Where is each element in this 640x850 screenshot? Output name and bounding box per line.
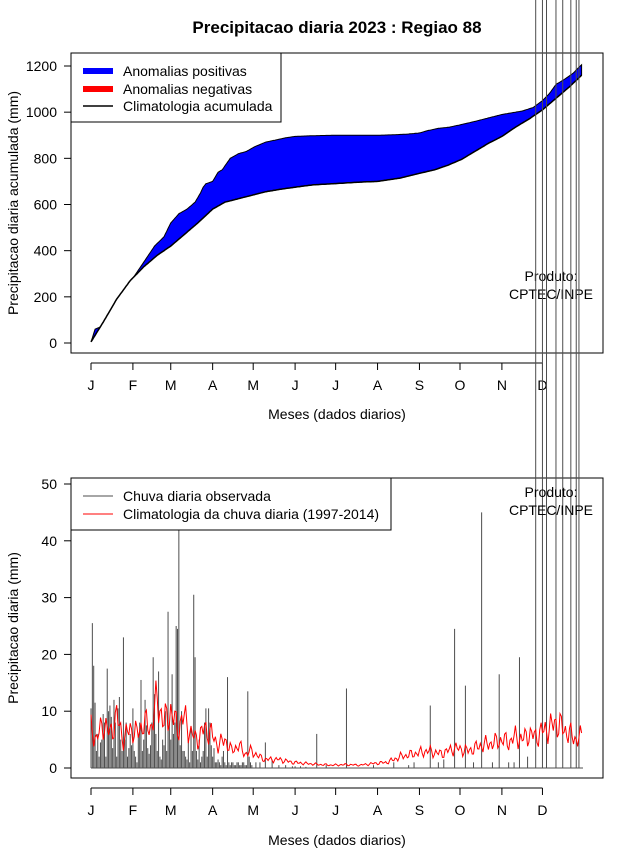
x-tick-label: J: [88, 802, 95, 818]
x-tick-label: A: [208, 377, 218, 393]
legend-observed-label: Chuva diaria observada: [123, 488, 271, 504]
legend-positive-label: Anomalias positivas: [123, 63, 247, 79]
bottom-product-annotation: Produto:: [525, 484, 578, 500]
x-tick-label: F: [129, 802, 138, 818]
x-tick-label: F: [129, 377, 138, 393]
climatology-daily-line: [90, 680, 583, 767]
x-tick-label: M: [247, 377, 259, 393]
bottom-y-axis-label: Precipitacao diaria (mm): [5, 552, 21, 704]
y-tick-label: 50: [41, 476, 57, 492]
y-tick-label: 400: [34, 243, 58, 259]
x-tick-label: N: [497, 377, 507, 393]
y-tick-label: 10: [41, 703, 57, 719]
bottom-legend: Chuva diaria observada Climatologia da c…: [70, 477, 392, 531]
x-tick-label: A: [373, 802, 383, 818]
climatology-cumulative-line: [90, 74, 583, 343]
x-tick-label: D: [537, 802, 547, 818]
x-tick-label: J: [332, 802, 339, 818]
top-product-source: CPTEC/INPE: [509, 286, 593, 302]
bottom-legend-box: [70, 477, 392, 531]
y-tick-label: 800: [34, 150, 58, 166]
y-tick-label: 200: [34, 289, 58, 305]
x-tick-label: J: [292, 377, 299, 393]
x-tick-label: S: [415, 377, 424, 393]
x-tick-label: N: [497, 802, 507, 818]
bottom-product-source: CPTEC/INPE: [509, 502, 593, 518]
x-tick-label: M: [165, 802, 177, 818]
bottom-x-axis-label: Meses (dados diarios): [268, 832, 406, 848]
x-tick-label: J: [88, 377, 95, 393]
y-tick-label: 30: [41, 590, 57, 606]
top-y-axis-label: Precipitacao diaria acumulada (mm): [5, 91, 21, 315]
y-tick-label: 0: [49, 760, 57, 776]
top-product-annotation: Produto:: [525, 268, 578, 284]
x-tick-label: O: [455, 802, 466, 818]
top-legend: Anomalias positivas Anomalias negativas …: [70, 52, 282, 123]
x-tick-label: A: [373, 377, 383, 393]
top-x-axis-label: Meses (dados diarios): [268, 406, 406, 422]
x-tick-label: J: [292, 802, 299, 818]
y-tick-label: 20: [41, 646, 57, 662]
bottom-y-axis: 0 10 20 30 40 50: [41, 476, 72, 776]
y-tick-label: 600: [34, 197, 58, 213]
top-y-axis: 0 200 400 600 800 1000 1200: [26, 58, 72, 351]
y-tick-label: 1200: [26, 58, 57, 74]
daily-chart: 0 10 20 30 40 50 J F M A M J J A S O N D Meses (dados di…: [5, 0, 604, 848]
legend-climatology-daily-label: Climatologia da chuva diaria (1997-2014): [123, 506, 379, 522]
legend-negative-label: Anomalias negativas: [123, 81, 252, 97]
y-tick-label: 0: [49, 335, 57, 351]
x-tick-label: O: [455, 377, 466, 393]
page-title: Precipitacao diaria 2023 : Regiao 88: [192, 18, 481, 37]
y-tick-label: 1000: [26, 104, 57, 120]
x-tick-label: M: [247, 802, 259, 818]
x-tick-label: J: [332, 377, 339, 393]
legend-climatology-label: Climatologia acumulada: [123, 98, 273, 114]
x-tick-label: M: [165, 377, 177, 393]
observed-bars: [90, 0, 583, 769]
y-tick-label: 40: [41, 533, 57, 549]
x-tick-label: A: [208, 802, 218, 818]
x-tick-label: S: [415, 802, 424, 818]
